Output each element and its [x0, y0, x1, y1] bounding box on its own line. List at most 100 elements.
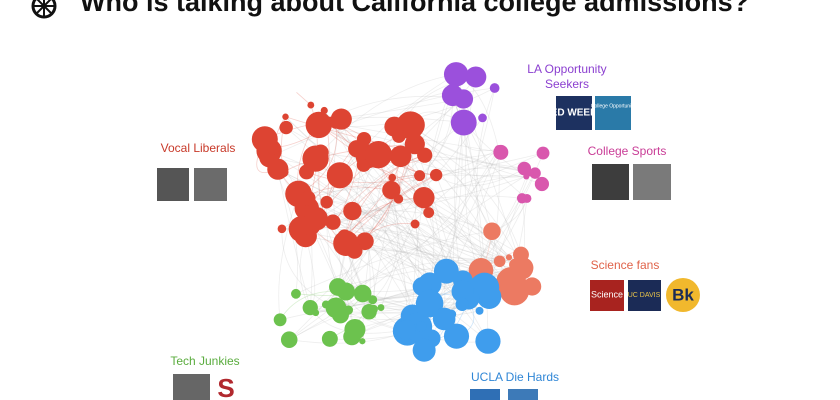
- logo: [508, 389, 538, 400]
- edge: [277, 168, 500, 262]
- node: [415, 289, 444, 318]
- node: [523, 277, 542, 296]
- node: [330, 118, 341, 129]
- node: [410, 219, 420, 229]
- node: [359, 338, 366, 345]
- node: [325, 297, 347, 319]
- node: [450, 109, 477, 136]
- edge: [400, 156, 512, 283]
- edge: [445, 91, 463, 272]
- node: [489, 83, 500, 93]
- profile-photo: [157, 168, 189, 201]
- edge: [288, 172, 531, 341]
- node: [333, 230, 359, 256]
- edge: [285, 127, 422, 327]
- node: [443, 323, 470, 349]
- node: [320, 106, 328, 115]
- edge: [306, 171, 420, 184]
- node: [329, 278, 347, 296]
- edge: [414, 136, 522, 255]
- cluster-label: Science fans: [591, 258, 660, 272]
- node: [377, 304, 385, 312]
- edge: [424, 154, 525, 169]
- node: [513, 246, 529, 263]
- node: [393, 194, 404, 204]
- logo: [595, 96, 631, 130]
- node: [494, 145, 503, 154]
- node: [277, 224, 287, 234]
- node: [325, 214, 341, 230]
- edge: [344, 154, 425, 237]
- page-title: Who is talking about California college …: [80, 0, 749, 17]
- node: [523, 173, 530, 180]
- edge: [323, 110, 413, 317]
- profile-photo: [633, 164, 671, 200]
- edge: [278, 193, 299, 320]
- node: [321, 300, 330, 309]
- edge: [463, 122, 516, 266]
- node: [415, 321, 427, 332]
- node: [444, 83, 461, 101]
- logo: [556, 96, 592, 130]
- edge: [392, 177, 522, 255]
- edge: [320, 151, 501, 162]
- edge: [345, 174, 437, 244]
- node: [475, 328, 501, 354]
- logo-text: ED WEEK: [551, 108, 598, 119]
- logo-text: S: [217, 373, 234, 400]
- cluster-label: Vocal Liberals: [161, 141, 236, 155]
- node: [304, 207, 328, 231]
- node: [267, 158, 289, 180]
- edge: [368, 126, 395, 312]
- node: [305, 111, 332, 139]
- node: [493, 255, 506, 268]
- node: [353, 284, 372, 303]
- node: [302, 145, 329, 172]
- edge: [410, 124, 493, 232]
- node: [321, 330, 338, 347]
- node: [443, 62, 469, 87]
- edge: [316, 148, 499, 220]
- edge: [320, 73, 457, 153]
- node: [343, 201, 362, 221]
- node: [391, 129, 406, 143]
- node: [307, 101, 315, 109]
- node: [326, 162, 353, 189]
- edge: [316, 209, 493, 232]
- node: [465, 66, 487, 88]
- edge: [454, 122, 465, 292]
- edge: [429, 176, 527, 304]
- logo-text: UC DAVIS: [628, 292, 661, 299]
- node: [282, 113, 289, 120]
- edge: [332, 154, 425, 223]
- node: [505, 254, 513, 261]
- edge: [372, 189, 399, 301]
- node: [433, 258, 459, 284]
- node: [536, 146, 550, 160]
- node: [267, 142, 280, 155]
- node: [382, 180, 401, 200]
- edge: [398, 95, 454, 200]
- node: [300, 190, 316, 206]
- edge: [345, 223, 416, 292]
- node: [302, 299, 318, 316]
- cluster-label: Tech Junkies: [170, 354, 239, 368]
- logo-text: Bk: [672, 285, 694, 304]
- cluster-label: Seekers: [545, 77, 589, 91]
- node: [429, 168, 443, 182]
- edge: [295, 230, 492, 295]
- edge: [305, 235, 500, 262]
- node: [475, 306, 484, 315]
- edge: [489, 149, 500, 271]
- node: [516, 193, 528, 204]
- edge: [436, 174, 527, 177]
- logo: [628, 280, 661, 311]
- node: [388, 173, 397, 182]
- edge: [318, 124, 524, 269]
- profile-photo: [194, 168, 227, 201]
- logo: [590, 280, 624, 311]
- node: [455, 297, 469, 312]
- edge: [296, 92, 312, 106]
- edge: [289, 152, 502, 341]
